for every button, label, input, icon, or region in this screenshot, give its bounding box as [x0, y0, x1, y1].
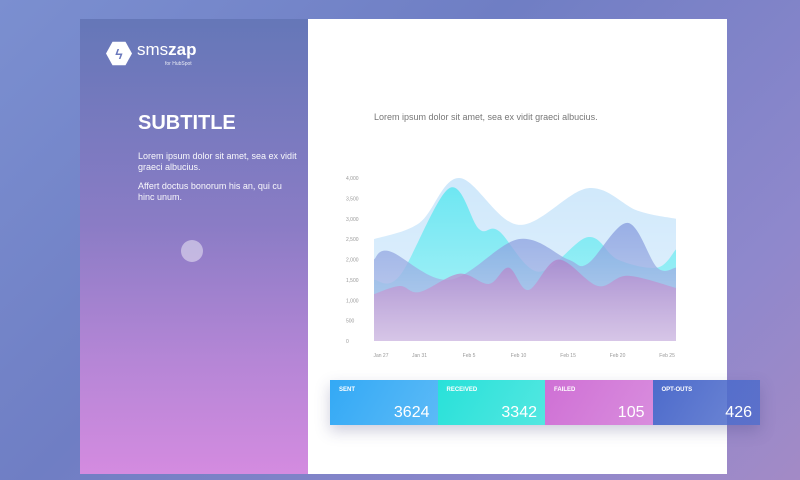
y-tick-label: 500: [346, 319, 355, 325]
brand-name-light: sms: [137, 40, 169, 59]
stat-value: 426: [725, 404, 752, 421]
area-series-fade: [374, 259, 676, 341]
y-tick-label: 1,000: [346, 298, 359, 304]
y-tick-label: 2,500: [346, 237, 359, 243]
stat-label: FAILED: [554, 387, 576, 393]
stat-value: 3624: [393, 404, 430, 421]
x-tick-label: Feb 25: [659, 353, 675, 359]
stat-card-received[interactable]: RECEIVED 3342: [437, 380, 545, 425]
brand-tagline: for HubSpot: [165, 61, 192, 67]
slider-dot[interactable]: [181, 240, 203, 262]
y-tick-label: 4,000: [346, 176, 359, 182]
stat-value: 3342: [501, 404, 537, 421]
stat-label: RECEIVED: [446, 387, 478, 393]
brand-name-bold: zap: [168, 40, 197, 59]
stat-label: SENT: [339, 387, 356, 393]
x-tick-label: Feb 10: [511, 353, 527, 359]
y-tick-label: 3,000: [346, 217, 359, 223]
x-tick-label: Feb 15: [560, 353, 576, 359]
x-tick-label: Feb 20: [610, 353, 626, 359]
y-tick-label: 2,000: [346, 258, 359, 264]
stat-card-opt-outs[interactable]: OPT-OUTS 426: [652, 380, 760, 425]
x-tick-label: Feb 5: [463, 353, 476, 359]
second-paragraph: Affert doctus bonorum his an, qui cu hin…: [138, 181, 282, 202]
logo: ϟ smszap for HubSpot: [106, 40, 197, 67]
y-tick-label: 1,500: [346, 278, 359, 284]
x-tick-label: Jan 31: [412, 353, 427, 359]
stat-value: 105: [617, 404, 645, 421]
stat-label: OPT-OUTS: [661, 387, 693, 393]
y-tick-label: 3,500: [346, 196, 359, 202]
y-tick-label: 0: [346, 339, 349, 345]
stats-cards: SENT 3624 RECEIVED 3342 FAILED 105 OPT-OUTS…: [330, 380, 760, 425]
page-subtitle: SUBTITLE: [138, 112, 236, 134]
lead-text: Lorem ipsum dolor sit amet, sea ex vidit…: [374, 112, 598, 122]
stat-card-failed[interactable]: FAILED 105: [545, 380, 653, 425]
stat-card-sent[interactable]: SENT 3624: [330, 380, 438, 425]
x-tick-label: Jan 27: [373, 353, 388, 359]
lightning-bolt-icon: ϟ: [106, 41, 132, 66]
intro-paragraph: Lorem ipsum dolor sit amet, sea ex vidit…: [138, 151, 297, 172]
left-panel: ϟ smszap for HubSpot SUBTITLE Lorem ipsu…: [80, 19, 308, 474]
